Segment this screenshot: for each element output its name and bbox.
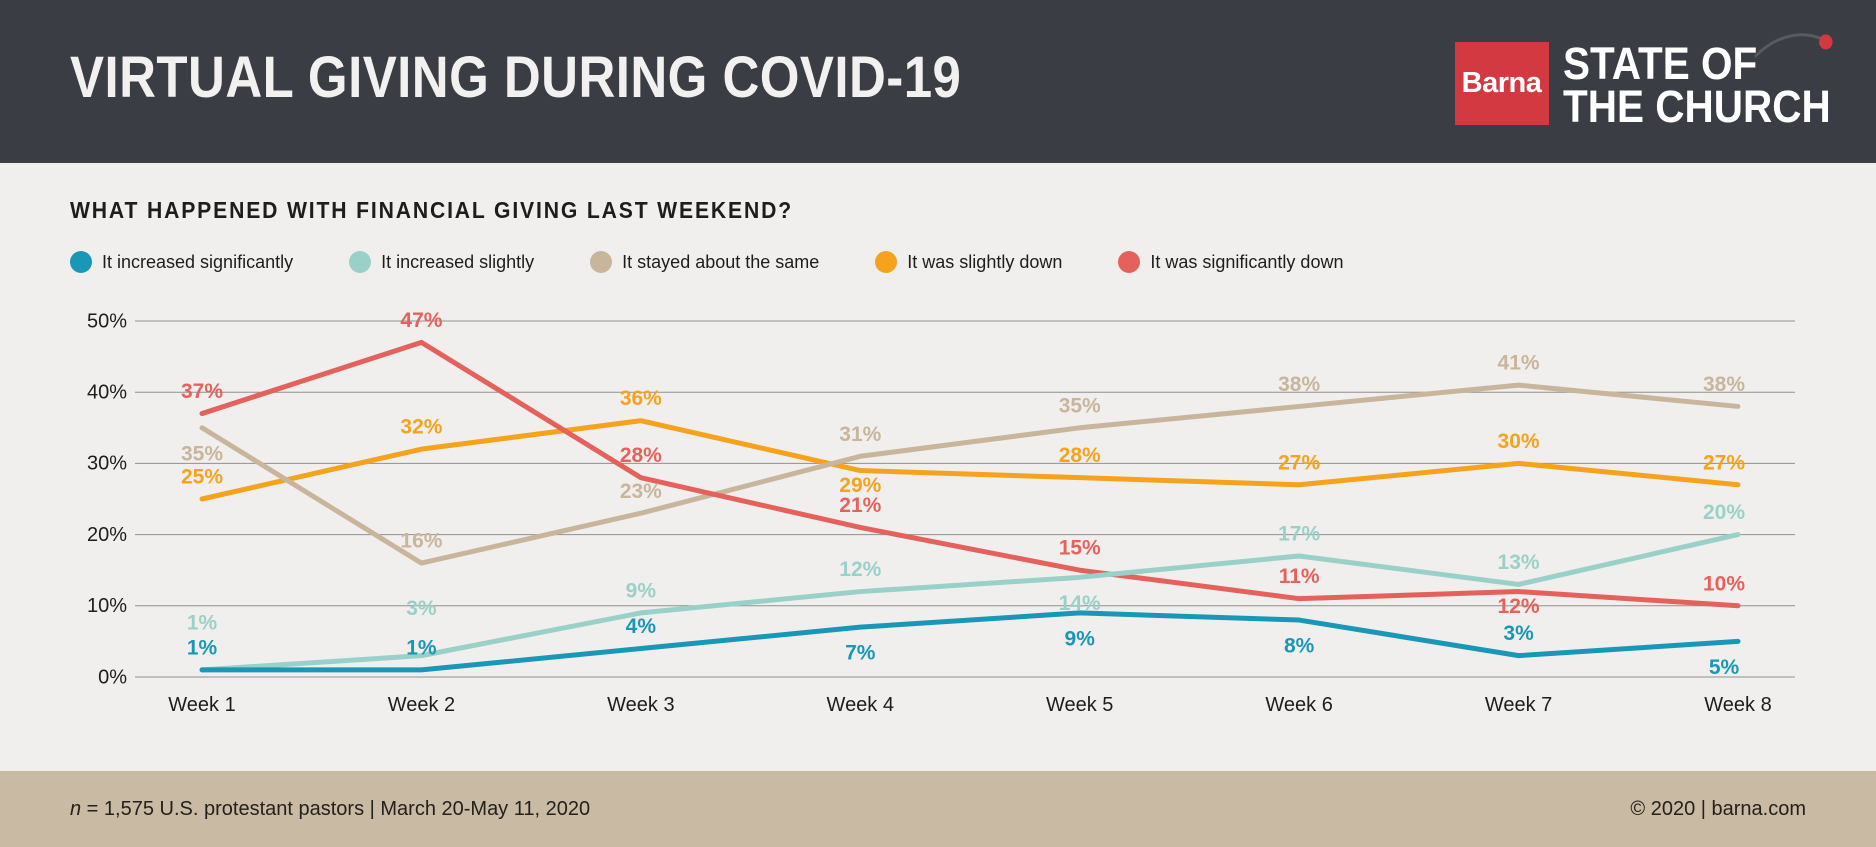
legend-label: It increased slightly bbox=[381, 251, 535, 272]
y-tick-label: 20% bbox=[87, 524, 127, 546]
logo-line1: STATE OF bbox=[1562, 38, 1757, 89]
data-label: 35% bbox=[181, 442, 223, 465]
data-label: 38% bbox=[1278, 373, 1320, 396]
x-tick-label: Week 1 bbox=[168, 694, 235, 716]
data-label: 1% bbox=[406, 636, 437, 659]
data-label: 13% bbox=[1498, 551, 1540, 574]
data-label: 1% bbox=[187, 636, 218, 659]
sample-note-text: = 1,575 U.S. protestant pastors | March … bbox=[81, 797, 591, 820]
data-label: 41% bbox=[1498, 352, 1540, 375]
data-label: 7% bbox=[845, 642, 876, 665]
series-line-1 bbox=[199, 532, 1741, 673]
data-label: 37% bbox=[181, 380, 223, 403]
data-label: 20% bbox=[1703, 501, 1745, 524]
legend-item: It increased slightly bbox=[349, 251, 534, 273]
barna-logo-text: Barna bbox=[1461, 67, 1542, 99]
data-label: 16% bbox=[400, 530, 442, 553]
x-tick-label: Week 8 bbox=[1704, 694, 1771, 716]
data-label: 9% bbox=[1065, 627, 1096, 650]
legend-label: It stayed about the same bbox=[622, 251, 820, 272]
series-line-2 bbox=[199, 382, 1741, 566]
logo-wordmark: STATE OF THE CHURCH bbox=[1562, 33, 1832, 132]
y-tick-label: 10% bbox=[87, 595, 127, 617]
series-line-3 bbox=[199, 418, 1741, 502]
x-tick-label: Week 7 bbox=[1485, 694, 1552, 716]
data-label: 28% bbox=[620, 444, 662, 467]
data-label: 10% bbox=[1703, 572, 1745, 595]
data-label: 21% bbox=[839, 494, 881, 517]
y-tick-label: 50% bbox=[87, 310, 127, 332]
x-tick-label: Week 2 bbox=[388, 694, 455, 716]
y-tick-label: 40% bbox=[87, 381, 127, 403]
data-label: 8% bbox=[1284, 635, 1315, 658]
data-label: 30% bbox=[1498, 430, 1540, 453]
legend-label: It was significantly down bbox=[1150, 251, 1344, 272]
data-label: 27% bbox=[1278, 451, 1320, 474]
data-label: 23% bbox=[620, 480, 662, 503]
data-label: 12% bbox=[1498, 595, 1540, 618]
x-tick-label: Week 6 bbox=[1265, 694, 1332, 716]
legend-label: It was slightly down bbox=[907, 251, 1063, 272]
data-label: 25% bbox=[181, 466, 223, 489]
y-tick-label: 0% bbox=[98, 666, 127, 688]
data-label: 14% bbox=[1059, 592, 1101, 615]
data-label: 28% bbox=[1059, 444, 1101, 467]
x-tick-label: Week 5 bbox=[1046, 694, 1113, 716]
legend: It increased significantly It increased s… bbox=[70, 251, 1343, 273]
legend-dot-icon bbox=[349, 251, 372, 273]
legend-item: It stayed about the same bbox=[590, 251, 819, 273]
barna-state-of-the-church-logo: Barna STATE OF THE CHURCH bbox=[1454, 33, 1861, 132]
data-label: 12% bbox=[839, 558, 881, 581]
chart-title: WHAT HAPPENED WITH FINANCIAL GIVING LAST… bbox=[70, 197, 793, 223]
data-label: 47% bbox=[400, 309, 442, 332]
legend-label: It increased significantly bbox=[102, 251, 294, 272]
sample-note: n = 1,575 U.S. protestant pastors | Marc… bbox=[70, 798, 590, 821]
data-label: 35% bbox=[1059, 394, 1101, 417]
legend-dot-icon bbox=[1118, 251, 1141, 273]
swoosh-arc-icon bbox=[1753, 33, 1832, 58]
data-label: 15% bbox=[1059, 537, 1101, 560]
x-tick-label: Week 3 bbox=[607, 694, 674, 716]
barna-logo-mark: Barna bbox=[1454, 42, 1549, 125]
legend-item: It increased significantly bbox=[70, 251, 293, 273]
data-label: 17% bbox=[1278, 523, 1320, 546]
x-tick-label: Week 4 bbox=[827, 694, 894, 716]
data-label: 32% bbox=[400, 416, 442, 439]
header-bar: VIRTUAL GIVING DURING COVID-19 Barna STA… bbox=[0, 0, 1876, 163]
y-tick-label: 30% bbox=[87, 453, 127, 475]
legend-item: It was slightly down bbox=[875, 251, 1062, 273]
data-label: 9% bbox=[626, 579, 657, 602]
n-symbol: n bbox=[70, 797, 82, 820]
series-line-4 bbox=[199, 339, 1741, 609]
data-label: 27% bbox=[1703, 451, 1745, 474]
copyright: © 2020 | barna.com bbox=[1630, 797, 1806, 820]
data-label: 5% bbox=[1709, 656, 1740, 679]
data-label: 4% bbox=[626, 615, 657, 638]
data-label: 3% bbox=[1503, 622, 1534, 645]
data-label: 31% bbox=[839, 423, 881, 446]
series-line-0 bbox=[199, 610, 1741, 673]
data-label: 11% bbox=[1279, 565, 1320, 588]
data-label: 38% bbox=[1703, 373, 1745, 396]
logo-line2: THE CHURCH bbox=[1562, 81, 1831, 132]
legend-dot-icon bbox=[590, 251, 613, 273]
page-title: VIRTUAL GIVING DURING COVID-19 bbox=[70, 45, 962, 110]
legend-item: It was significantly down bbox=[1118, 251, 1343, 273]
legend-dot-icon bbox=[875, 251, 898, 273]
legend-dot-icon bbox=[70, 251, 92, 273]
data-label: 1% bbox=[187, 611, 218, 634]
footer-bar: n = 1,575 U.S. protestant pastors | Marc… bbox=[0, 771, 1876, 847]
data-label: 29% bbox=[839, 474, 881, 497]
data-label: 3% bbox=[406, 597, 437, 620]
data-label: 36% bbox=[620, 387, 662, 410]
